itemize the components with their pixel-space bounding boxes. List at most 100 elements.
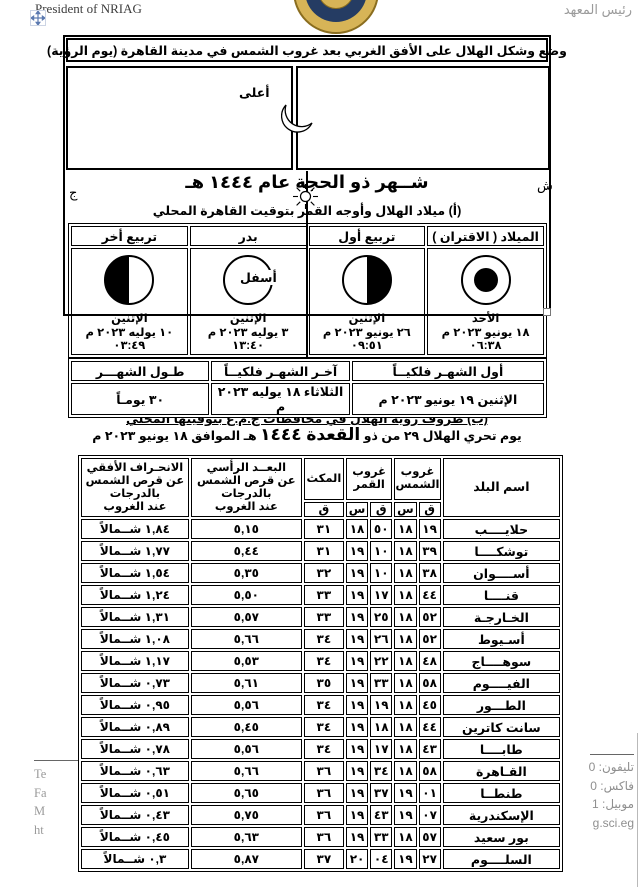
table-row: الطـــور ٤٥ ١٨ ١٩ ١٩ ٣٤ ٥,٥٦ ٠,٩٥ شــمالاً [81, 695, 560, 715]
main-header-row: اسم البلد غروب الشمس غروب القمر المكث ال… [81, 458, 560, 517]
selection-handle[interactable] [543, 308, 551, 316]
footer-line: Fa [34, 785, 47, 800]
cell-moonset-minutes: ٢٢ [370, 651, 393, 671]
city-name: الفيــــوم [442, 673, 560, 693]
cell-moonset-minutes: ١٠ [370, 541, 393, 561]
diagram-title: وضع وشكل الهلال على الأفق الغربي بعد غرو… [47, 38, 567, 62]
cell-horizontal-deviation: ٠,٤٥ شــمالاً [81, 827, 189, 847]
phase-time: ٠٩:٥١ [350, 340, 383, 353]
cell-sunset-hours: ١٨ [394, 651, 417, 671]
cell-sunset-hours: ١٩ [394, 849, 417, 869]
phase-date: ١٨ يونيو ٢٠٢٣ م [441, 326, 530, 339]
cell-moonset-minutes: ٢٥ [370, 607, 393, 627]
table-row: الخـارجـة ٥٢ ١٨ ٢٥ ١٩ ٣٣ ٥,٥٧ ١,٣١ شــمالاً [81, 607, 560, 627]
col-lag: المكث [303, 458, 344, 500]
phase-date: ٢٦ يونيو ٢٠٢٣ م [322, 326, 411, 339]
footer-line: فاكس: 0 [590, 778, 634, 793]
col-city: اسم البلد [442, 458, 560, 517]
cell-vertical-distance: ٥,٥٦ [190, 695, 302, 715]
table-row: سوهــــاج ٤٨ ١٨ ٢٢ ١٩ ٣٤ ٥,٥٣ ١,١٧ شــمالاً [81, 651, 560, 671]
cell-moonset-hours: ١٩ [345, 739, 369, 759]
cell-vertical-distance: ٥,٦٣ [190, 827, 302, 847]
cell-lag-minutes: ٣٦ [303, 761, 344, 781]
cell-sunset-hours: ١٨ [394, 673, 417, 693]
month-bound-label: طـول الشهـــر [71, 361, 210, 381]
city-name: طابــــا [442, 739, 560, 759]
cell-moonset-hours: ٢٠ [345, 849, 369, 869]
footer-line: موبيل: 1 [591, 797, 634, 811]
cell-moonset-minutes: ٥٠ [370, 519, 393, 539]
cell-horizontal-deviation: ١,٣١ شــمالاً [81, 607, 189, 627]
col-sunset: غروب الشمس [394, 458, 441, 500]
cell-horizontal-deviation: ٠,٧٨ شــمالاً [81, 739, 189, 759]
crescent-moon-icon [281, 104, 313, 133]
cell-moonset-minutes: ٣٣ [370, 673, 393, 693]
up-label: أعلى [236, 85, 273, 100]
cell-sunset-minutes: ٥٢ [418, 629, 441, 649]
city-name: حلايــــب [442, 519, 560, 539]
cell-horizontal-deviation: ٠,٩٥ شــمالاً [81, 695, 189, 715]
cell-vertical-distance: ٥,٧٥ [190, 805, 302, 825]
cell-moonset-hours: ١٩ [345, 673, 369, 693]
cell-sunset-minutes: ٢٧ [418, 849, 441, 869]
cell-moonset-hours: ١٩ [345, 563, 369, 583]
footer-line: ht [34, 822, 44, 837]
nriag-logo [293, 0, 379, 34]
month-bound-value: ٣٠ يومـاً [71, 383, 210, 415]
cell-sunset-minutes: ٠١ [418, 783, 441, 803]
phase-cell: الإثنين ٣ يوليه ٢٠٢٣ م ١٣:٤٠ [189, 248, 307, 355]
cell-vertical-distance: ٥,٥٦ [190, 739, 302, 759]
month-bound-value: الثلاثاء ١٨ يوليه ٢٠٢٣ م [211, 383, 350, 415]
table-row: طنطــا ٠١ ١٩ ٣٧ ١٩ ٣٦ ٥,٦٥ ٠,٥١ شــمالاً [81, 783, 560, 803]
sky-box-right [296, 66, 550, 170]
cell-moonset-hours: ١٩ [345, 541, 369, 561]
phase-label: تربيع أول [308, 226, 426, 246]
header-line: البعــد الرأسي [206, 461, 287, 474]
visibility-conditions-table: اسم البلد غروب الشمس غروب القمر المكث ال… [78, 455, 563, 872]
phases-header-row: الميلاد ( الاقتران ) تربيع أول بدر تربيع أخ… [71, 226, 544, 246]
city-name: توشكــــا [442, 541, 560, 561]
moon-phases-table: الميلاد ( الاقتران ) تربيع أول بدر تربيع أخ… [68, 223, 547, 358]
city-name: طنطــا [442, 783, 560, 803]
cell-sunset-hours: ١٩ [394, 783, 417, 803]
cell-moonset-hours: ١٩ [345, 717, 369, 737]
cell-sunset-minutes: ٠٧ [418, 805, 441, 825]
city-name: أســــوان [442, 563, 560, 583]
cell-moonset-minutes: ١٨ [370, 717, 393, 737]
cell-sunset-minutes: ٥٢ [418, 607, 441, 627]
table-row: أســــوان ٣٨ ١٨ ١٠ ١٩ ٣٢ ٥,٣٥ ١,٥٤ شــمالاً [81, 563, 560, 583]
month-bound-label: أول الشهـر فلكيــاً [351, 361, 544, 381]
phase-cell: الأحد ١٨ يونيو ٢٠٢٣ م ٠٦:٣٨ [427, 248, 544, 355]
cell-vertical-distance: ٥,٨٧ [190, 849, 302, 869]
phase-date: ٣ يوليه ٢٠٢٣ م [207, 326, 289, 339]
cell-lag-minutes: ٣٤ [303, 651, 344, 671]
object-move-handle-icon[interactable] [29, 9, 47, 27]
city-name: أسـيوط [442, 629, 560, 649]
cell-sunset-hours: ١٨ [394, 563, 417, 583]
cell-moonset-hours: ١٩ [345, 805, 369, 825]
cell-sunset-hours: ١٨ [394, 827, 417, 847]
cell-lag-minutes: ٣٣ [303, 585, 344, 605]
col-horizontal-deviation: الانحـراف الأفقي عن قرص الشمس بالدرجات ع… [81, 458, 189, 517]
moonset-hours-abbr: س [345, 502, 369, 517]
city-name: بور سعيد [442, 827, 560, 847]
phase-day: الإثنين [348, 313, 386, 326]
footer-line: M [34, 804, 46, 818]
cell-lag-minutes: ٣٦ [303, 783, 344, 803]
cell-lag-minutes: ٣١ [303, 541, 344, 561]
city-name: سوهــــاج [442, 651, 560, 671]
cell-sunset-hours: ١٨ [394, 541, 417, 561]
phases-body-row: الأحد ١٨ يونيو ٢٠٢٣ م ٠٦:٣٨ الإثنين ٢٦ يونيو… [71, 248, 544, 355]
cell-lag-minutes: ٣٤ [303, 629, 344, 649]
cell-sunset-hours: ١٨ [394, 761, 417, 781]
cell-horizontal-deviation: ٠,٦٣ شــمالاً [81, 761, 189, 781]
first-quarter-icon [341, 255, 392, 306]
move-arrows-icon [29, 9, 47, 27]
cell-sunset-minutes: ٥٧ [418, 827, 441, 847]
phase-time: ٠٦:٣٨ [469, 340, 502, 353]
cell-moonset-hours: ١٨ [345, 519, 369, 539]
cell-vertical-distance: ٥,٥٣ [190, 651, 302, 671]
moonset-minutes-abbr: ق [370, 502, 393, 517]
bounds-header-row: أول الشهـر فلكيــاً آخـر الشهـر فلكيــاً ط… [71, 361, 544, 381]
footer-line: Te [34, 767, 47, 781]
